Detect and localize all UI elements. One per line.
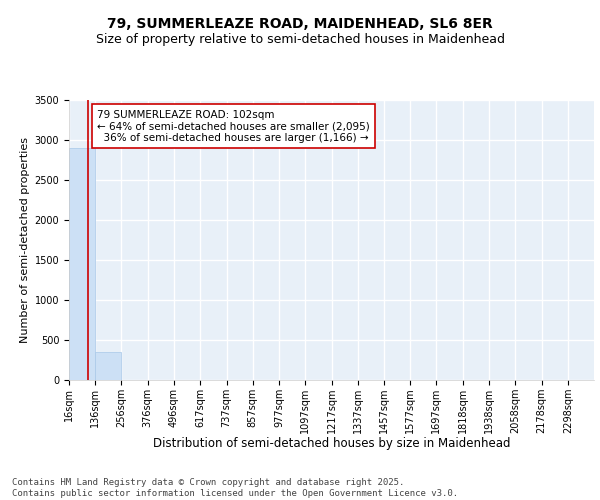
Text: 79, SUMMERLEAZE ROAD, MAIDENHEAD, SL6 8ER: 79, SUMMERLEAZE ROAD, MAIDENHEAD, SL6 8E… <box>107 18 493 32</box>
Y-axis label: Number of semi-detached properties: Number of semi-detached properties <box>20 137 31 343</box>
Bar <box>69 148 95 380</box>
Bar <box>95 352 121 380</box>
Text: 79 SUMMERLEAZE ROAD: 102sqm
← 64% of semi-detached houses are smaller (2,095)
  : 79 SUMMERLEAZE ROAD: 102sqm ← 64% of sem… <box>97 110 370 143</box>
Text: Contains HM Land Registry data © Crown copyright and database right 2025.
Contai: Contains HM Land Registry data © Crown c… <box>12 478 458 498</box>
X-axis label: Distribution of semi-detached houses by size in Maidenhead: Distribution of semi-detached houses by … <box>153 438 510 450</box>
Text: Size of property relative to semi-detached houses in Maidenhead: Size of property relative to semi-detach… <box>95 32 505 46</box>
